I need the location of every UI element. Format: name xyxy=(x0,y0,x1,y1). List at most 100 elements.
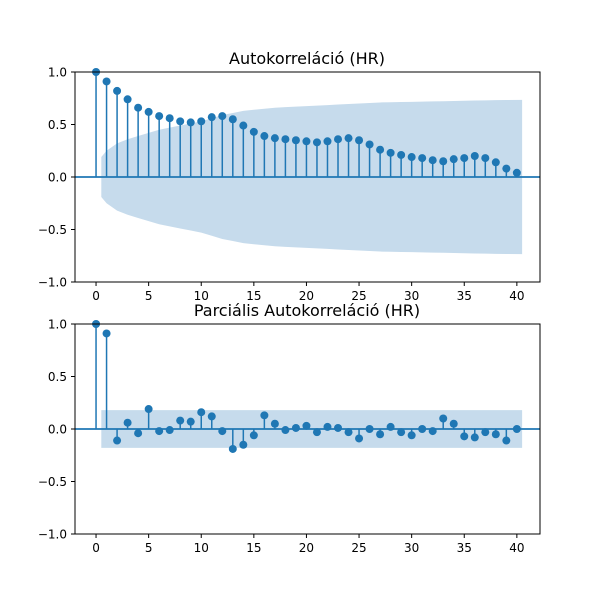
pacf-marker-lag-8 xyxy=(176,416,185,425)
acf-marker-lag-20 xyxy=(302,137,311,146)
pacf-marker-lag-39 xyxy=(502,436,511,445)
acf-xtick-label-40: 40 xyxy=(509,289,524,303)
acf-marker-lag-21 xyxy=(312,138,321,147)
acf-marker-lag-34 xyxy=(449,155,458,164)
pacf-ytick-label-4: 1.0 xyxy=(48,318,67,332)
acf-panel: Autokorreláció (HR) 0 5 10 15 20 25 30 35 40 −1.0… xyxy=(38,49,541,303)
acf-marker-lag-16 xyxy=(260,132,269,141)
pacf-marker-lag-4 xyxy=(134,429,143,438)
pacf-xtick-label-15: 15 xyxy=(246,541,261,555)
acf-ytick-label-2: 0.0 xyxy=(48,171,67,185)
pacf-marker-lag-18 xyxy=(281,426,290,435)
pacf-ytick-label-0: −1.0 xyxy=(38,528,67,542)
pacf-marker-lag-28 xyxy=(386,422,395,431)
acf-ytick-label-1: −0.5 xyxy=(38,223,67,237)
pacf-panel: Parciális Autokorreláció (HR) 0 5 10 15 20 25… xyxy=(38,301,541,555)
pacf-marker-lag-38 xyxy=(491,430,500,439)
acf-stems xyxy=(75,68,540,178)
pacf-marker-lag-13 xyxy=(228,444,237,453)
pacf-axes: 0 5 10 15 20 25 30 35 40 −1.0 −0.5 0.0 0.5 1.0 xyxy=(38,318,541,555)
acf-xtick-label-35: 35 xyxy=(457,289,472,303)
pacf-ytick-label-3: 0.5 xyxy=(48,370,67,384)
pacf-marker-lag-21 xyxy=(312,428,321,437)
acf-marker-lag-17 xyxy=(270,134,279,143)
acf-marker-lag-26 xyxy=(365,140,374,149)
acf-marker-lag-4 xyxy=(134,103,143,112)
acf-marker-lag-8 xyxy=(176,117,185,126)
acf-xtick-label-10: 10 xyxy=(194,289,209,303)
acf-xtick-label-15: 15 xyxy=(246,289,261,303)
pacf-marker-lag-30 xyxy=(407,431,416,440)
acf-marker-lag-11 xyxy=(207,113,216,122)
pacf-marker-lag-32 xyxy=(428,427,437,436)
pacf-marker-lag-2 xyxy=(113,436,122,445)
acf-ytick-label-3: 0.5 xyxy=(48,118,67,132)
acf-marker-lag-1 xyxy=(102,77,111,86)
acf-marker-lag-40 xyxy=(512,168,521,177)
pacf-xtick-label-40: 40 xyxy=(509,541,524,555)
pacf-marker-lag-20 xyxy=(302,421,311,430)
pacf-marker-lag-23 xyxy=(334,423,343,432)
acf-marker-lag-29 xyxy=(397,150,406,159)
acf-marker-lag-37 xyxy=(481,154,490,163)
acf-xtick-label-20: 20 xyxy=(299,289,314,303)
pacf-ytick-label-2: 0.0 xyxy=(48,423,67,437)
pacf-ytick-label-1: −0.5 xyxy=(38,475,67,489)
acf-marker-lag-23 xyxy=(334,135,343,144)
pacf-marker-lag-17 xyxy=(270,419,279,428)
pacf-marker-lag-22 xyxy=(323,422,332,431)
acf-marker-lag-32 xyxy=(428,156,437,165)
pacf-xtick-label-25: 25 xyxy=(351,541,366,555)
acf-xtick-label-5: 5 xyxy=(145,289,153,303)
pacf-xtick-label-20: 20 xyxy=(299,541,314,555)
pacf-marker-lag-31 xyxy=(418,425,427,433)
pacf-marker-lag-3 xyxy=(123,418,132,427)
pacf-marker-lag-40 xyxy=(512,425,521,433)
acf-marker-lag-22 xyxy=(323,137,332,146)
acf-marker-lag-36 xyxy=(470,152,479,160)
acf-xtick-label-0: 0 xyxy=(92,289,100,303)
pacf-xtick-label-5: 5 xyxy=(145,541,153,555)
pacf-marker-lag-6 xyxy=(155,427,164,436)
pacf-xtick-label-30: 30 xyxy=(404,541,419,555)
acf-ytick-label-4: 1.0 xyxy=(48,66,67,80)
acf-marker-lag-18 xyxy=(281,135,290,144)
pacf-marker-lag-25 xyxy=(355,434,364,443)
acf-marker-lag-33 xyxy=(439,157,448,166)
acf-marker-lag-28 xyxy=(386,148,395,157)
pacf-stems xyxy=(75,320,540,453)
pacf-marker-lag-19 xyxy=(291,423,300,432)
pacf-marker-lag-9 xyxy=(186,417,195,426)
pacf-marker-lag-5 xyxy=(144,405,153,414)
acf-marker-lag-31 xyxy=(418,154,427,163)
acf-marker-lag-12 xyxy=(218,112,227,121)
acf-xtick-label-25: 25 xyxy=(351,289,366,303)
acf-marker-lag-14 xyxy=(239,121,248,130)
acf-marker-lag-6 xyxy=(155,112,164,121)
acf-marker-lag-38 xyxy=(491,158,500,167)
pacf-marker-lag-34 xyxy=(449,419,458,428)
pacf-xtick-label-0: 0 xyxy=(92,541,100,555)
acf-marker-lag-30 xyxy=(407,153,416,162)
pacf-marker-lag-37 xyxy=(481,428,490,437)
acf-marker-lag-2 xyxy=(113,86,122,95)
acf-ytick-label-0: −1.0 xyxy=(38,276,67,290)
pacf-xtick-label-35: 35 xyxy=(457,541,472,555)
acf-axes: 0 5 10 15 20 25 30 35 40 −1.0 −0.5 0.0 0.5 1.0 xyxy=(38,66,541,303)
pacf-marker-lag-12 xyxy=(218,427,227,436)
acf-marker-lag-27 xyxy=(376,145,385,154)
acf-marker-lag-35 xyxy=(460,154,469,163)
pacf-xtick-label-10: 10 xyxy=(194,541,209,555)
acf-marker-lag-7 xyxy=(165,114,174,123)
pacf-marker-lag-33 xyxy=(439,414,448,423)
pacf-chart-title: Parciális Autokorreláció (HR) xyxy=(194,301,420,320)
acf-marker-lag-13 xyxy=(228,115,237,124)
acf-chart-title: Autokorreláció (HR) xyxy=(229,49,385,68)
acf-marker-lag-19 xyxy=(291,136,300,145)
pacf-marker-lag-26 xyxy=(365,425,374,433)
pacf-marker-lag-14 xyxy=(239,440,248,449)
pacf-marker-lag-24 xyxy=(344,428,353,437)
pacf-marker-lag-16 xyxy=(260,411,269,420)
